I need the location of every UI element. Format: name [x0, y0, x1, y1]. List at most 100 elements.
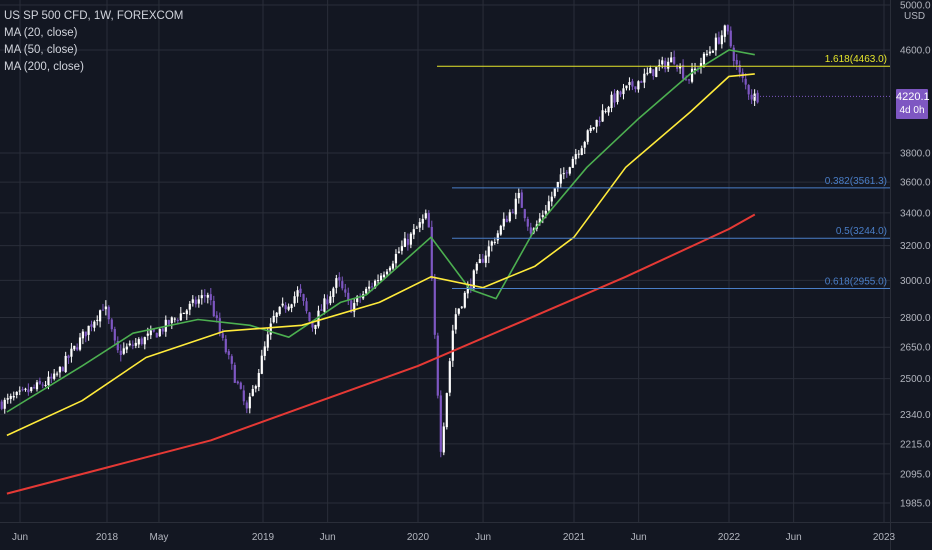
candle-body: [27, 389, 30, 393]
candle-bullish: [583, 140, 586, 154]
candle-body: [457, 308, 460, 314]
candle-bullish: [670, 51, 673, 63]
candle-body: [702, 53, 706, 65]
candle-bearish: [523, 208, 526, 222]
candle-body: [269, 323, 272, 335]
ma20-line[interactable]: [6, 49, 755, 413]
candle-bullish: [699, 57, 703, 74]
candle-body: [436, 335, 439, 396]
candle-body: [732, 47, 735, 62]
bar-countdown: 4d 0h: [899, 105, 925, 116]
candle-bullish: [137, 337, 140, 348]
candle-bullish: [409, 232, 412, 249]
candle-bearish: [50, 373, 53, 384]
candle-body: [520, 192, 523, 208]
price-axis[interactable]: 5000.0 4600.0 3800.0 3600.0 3400.0 3200.0 3000…: [900, 1, 931, 510]
candle-bearish: [212, 295, 215, 317]
candle-body: [329, 296, 332, 304]
time-tick-label: 2019: [252, 532, 275, 543]
candle-body: [655, 67, 658, 77]
candle-bullish: [281, 297, 284, 308]
candle-bearish: [634, 86, 637, 93]
candle-body: [149, 330, 152, 336]
candle-body: [589, 127, 592, 132]
candle-bullish: [149, 325, 152, 340]
time-axis[interactable]: Jun 2018 May 2019 Jun 2020 Jun 2021 Jun 2022 Jun 20…: [12, 532, 896, 543]
candle-body: [469, 284, 472, 288]
candle-bullish: [269, 317, 272, 340]
candle-body: [35, 382, 39, 390]
candle-bullish: [365, 286, 368, 295]
candle-body: [347, 292, 350, 300]
candle-body: [21, 389, 24, 391]
candle-bullish: [368, 280, 371, 293]
candle-bullish: [592, 127, 595, 131]
candle-bullish: [287, 303, 290, 312]
ma50-line[interactable]: [6, 73, 755, 437]
candle-bullish: [577, 150, 580, 159]
candle-body: [311, 321, 314, 328]
candle-bullish: [616, 89, 619, 105]
candle-body: [559, 174, 562, 184]
candle-bullish: [553, 188, 556, 199]
candle-bullish: [296, 286, 299, 303]
candle-body: [640, 81, 643, 83]
candle-bearish: [344, 283, 347, 297]
candle-body: [625, 85, 628, 89]
candle-body: [427, 212, 430, 228]
candle-body: [131, 344, 134, 346]
candle-body: [643, 73, 646, 83]
candle-body: [523, 209, 526, 219]
candle-body: [317, 310, 320, 327]
candle-bearish: [33, 384, 36, 390]
candle-body: [403, 238, 406, 247]
candle-bullish: [290, 303, 293, 313]
candle-body: [9, 395, 12, 399]
legend-ma20[interactable]: MA (20, close): [4, 27, 78, 39]
symbol-title[interactable]: US SP 500 CFD, 1W, FOREXCOM: [4, 10, 184, 22]
candle-bullish: [454, 307, 457, 334]
candle-bearish: [38, 377, 41, 385]
candle-body: [248, 396, 251, 409]
candle-bearish: [735, 54, 738, 70]
candle-bullish: [197, 295, 200, 308]
candle-bearish: [308, 311, 311, 322]
candle-bearish: [347, 287, 350, 305]
candle-body: [601, 110, 604, 122]
candle-body: [723, 25, 726, 37]
candle-bullish: [206, 292, 209, 304]
candle-bullish: [418, 218, 421, 233]
candle-body: [595, 119, 598, 127]
grid: [0, 0, 890, 522]
candle-body: [604, 110, 607, 112]
price-tick-label: 2500.0: [900, 374, 931, 385]
candle-bullish: [122, 342, 125, 356]
price-tick-label: 2650.0: [900, 343, 931, 354]
legend-ma200[interactable]: MA (200, close): [4, 61, 84, 73]
legend-ma50[interactable]: MA (50, close): [4, 44, 78, 56]
candle-bullish: [6, 393, 9, 404]
candle-bullish: [649, 65, 652, 74]
candle-bullish: [622, 83, 625, 100]
candle-body: [314, 324, 317, 330]
candle-body: [338, 277, 341, 281]
candle-bullish: [391, 260, 395, 270]
candle-bearish: [101, 303, 105, 311]
candle-body: [275, 312, 278, 318]
ma200-line[interactable]: [6, 213, 756, 495]
candle-body: [58, 366, 62, 373]
candle-bullish: [104, 300, 107, 316]
candle-body: [517, 193, 520, 199]
candle-bullish: [30, 386, 33, 393]
candle-bullish: [278, 306, 281, 316]
candle-body: [218, 318, 221, 333]
candle-body: [430, 226, 433, 280]
candle-body: [344, 289, 347, 293]
candle-bearish: [511, 208, 514, 214]
fib-label: 1.618(4463.0): [825, 54, 887, 65]
candle-body: [266, 334, 269, 348]
candle-bearish: [631, 78, 634, 91]
candle-body: [607, 106, 610, 113]
candle-body: [472, 270, 475, 290]
